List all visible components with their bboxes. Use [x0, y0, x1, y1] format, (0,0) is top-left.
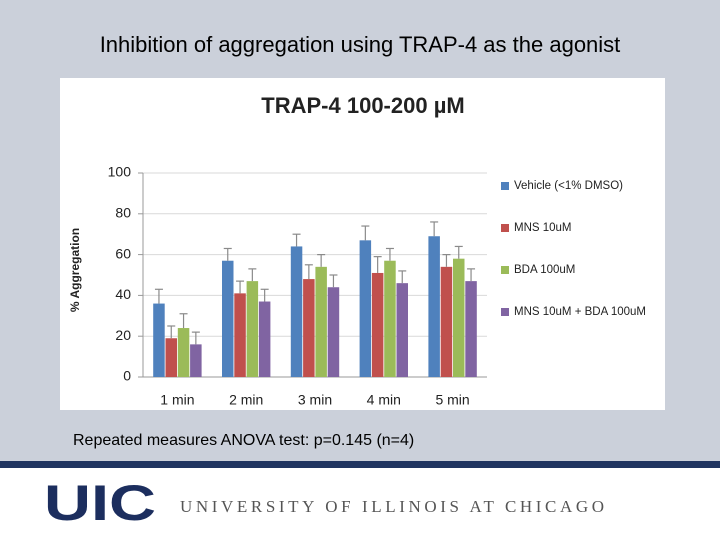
footer-bar — [0, 461, 720, 468]
bar — [371, 272, 384, 377]
bar — [428, 236, 440, 377]
slide-title: Inhibition of aggregation using TRAP-4 a… — [100, 32, 621, 57]
bar — [303, 279, 315, 377]
y-tick-label: 40 — [115, 286, 131, 302]
x-tick-label: 1 min — [160, 392, 194, 408]
legend-label: BDA 100uM — [514, 264, 575, 276]
legend-swatch — [501, 266, 509, 274]
footer-logo: UIC — [44, 475, 156, 531]
bar — [327, 287, 340, 377]
bar — [384, 260, 396, 377]
y-tick-label: 0 — [123, 368, 131, 384]
plot: 0 20 40 60 80 100 1 min 2 min 3 min 4 min 5 min Veh… — [108, 164, 646, 408]
bar — [465, 281, 477, 377]
bar — [440, 266, 453, 377]
bar — [315, 266, 327, 377]
caption: Repeated measures ANOVA test: p=0.145 (n… — [73, 432, 414, 449]
x-tick-label: 5 min — [435, 392, 469, 408]
bar — [190, 344, 202, 377]
y-tick-label: 20 — [115, 327, 131, 343]
x-tick-label: 3 min — [298, 392, 332, 408]
legend-swatch — [501, 308, 509, 316]
y-tick-label: 80 — [115, 205, 131, 221]
chart-title: TRAP-4 100-200 µM — [261, 93, 464, 118]
bar — [453, 258, 465, 377]
legend-label: MNS 10uM — [514, 222, 572, 234]
bar — [396, 283, 408, 377]
bar — [246, 281, 259, 377]
footer-university: UNIVERSITY OF ILLINOIS AT CHICAGO — [180, 497, 608, 516]
x-tick-label: 2 min — [229, 392, 263, 408]
legend-swatch — [501, 182, 509, 190]
y-tick-label: 100 — [108, 164, 132, 180]
legend-label: MNS 10uM + BDA 100uM — [514, 306, 646, 318]
bar — [165, 338, 177, 377]
bar — [258, 301, 271, 377]
bar — [222, 260, 234, 377]
bar — [359, 240, 372, 377]
footer-background — [0, 468, 720, 540]
legend-label: Vehicle (<1% DMSO) — [514, 180, 623, 192]
bar — [234, 293, 246, 377]
bar — [290, 246, 303, 377]
bar — [177, 328, 190, 377]
y-axis-label: % Aggregation — [68, 228, 82, 312]
y-tick-label: 60 — [115, 245, 131, 261]
legend-swatch — [501, 224, 509, 232]
x-tick-label: 4 min — [367, 392, 401, 408]
bar — [153, 303, 165, 377]
